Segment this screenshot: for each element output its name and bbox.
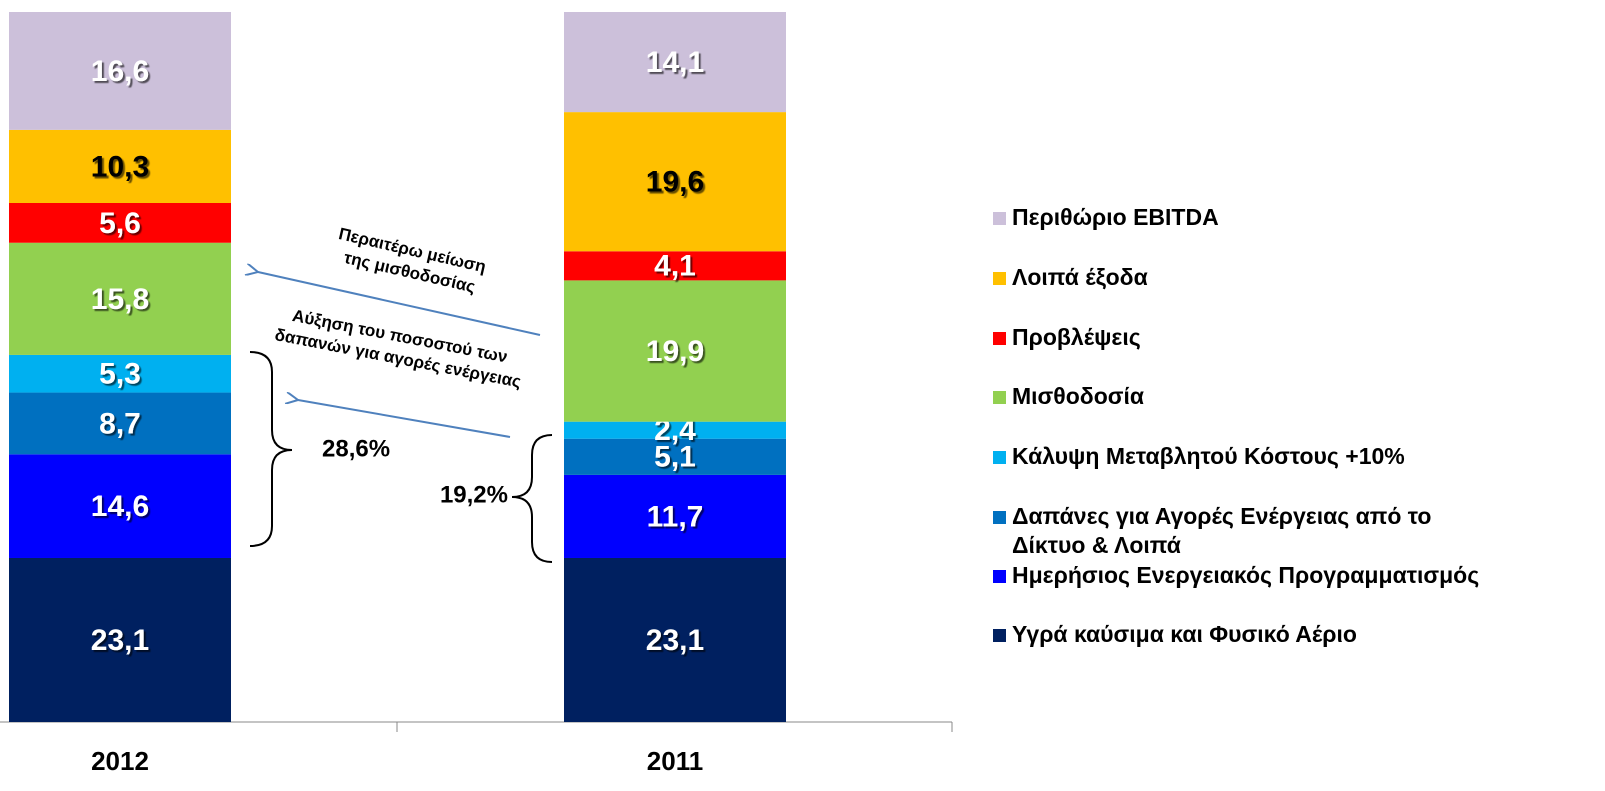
legend-label: Δαπάνες για Αγορές Ενέργειας από το Δίκτυ…	[1012, 503, 1431, 558]
bar-segment	[564, 438, 786, 475]
x-tick-label: 2012	[91, 746, 149, 776]
brace	[249, 351, 293, 547]
legend-swatch	[993, 629, 1006, 642]
x-tick-label: 2011	[647, 746, 703, 776]
legend-label: Περιθώριο EBITDA	[1012, 204, 1219, 230]
bar-segment	[9, 12, 231, 130]
legend-swatch	[993, 212, 1006, 225]
value-label: 23,1	[91, 624, 149, 657]
legend-label: Κάλυψη Μεταβλητού Κόστους +10%	[1012, 443, 1405, 469]
legend-swatch	[993, 272, 1006, 285]
value-label: 4,1	[654, 250, 696, 283]
legend-label: Μισθοδοσία	[1012, 383, 1144, 409]
value-label: 5,1	[654, 441, 696, 474]
legend-swatch	[993, 391, 1006, 404]
bar-segment	[9, 354, 231, 393]
bar-segment	[564, 12, 786, 113]
bar-segment	[564, 557, 786, 722]
bar-segment	[9, 202, 231, 243]
legend-label: Υγρά καύσιμα και Φυσικό Αέριο	[1012, 621, 1357, 647]
bar-segment	[564, 280, 786, 422]
annotation: Αύξηση του ποσοστού των δαπανών για αγορ…	[273, 304, 527, 392]
value-label: 16,6	[91, 55, 149, 88]
bar-segment	[564, 251, 786, 281]
bar-segment	[564, 421, 786, 439]
legend-swatch	[993, 451, 1006, 464]
legend-swatch	[993, 511, 1006, 524]
bar-segment	[9, 242, 231, 355]
bar-segment	[564, 474, 786, 558]
legend-swatch	[993, 570, 1006, 583]
value-label: 10,3	[91, 150, 149, 183]
annotation: 28,6%	[322, 435, 390, 462]
legend-label: Ημερήσιος Ενεργειακός Προγραμματισμός	[1012, 562, 1479, 588]
legend-swatch	[993, 332, 1006, 345]
value-label: 5,3	[99, 358, 141, 391]
legend-label: Λοιπά έξοδα	[1012, 264, 1148, 290]
value-label: 23,1	[646, 624, 704, 657]
legend-label-line: Δαπάνες για Αγορές Ενέργειας από το	[1012, 503, 1431, 529]
value-label: 15,8	[91, 283, 149, 316]
value-label: 19,6	[646, 166, 704, 199]
value-label: 19,9	[646, 335, 704, 368]
value-label: 14,6	[91, 490, 149, 523]
annotation: Περαιτέρω μείωση της μισθοδοσίας	[332, 225, 492, 300]
value-label: 14,1	[646, 46, 704, 79]
legend-label-line: Δίκτυο & Λοιπά	[1012, 532, 1181, 558]
bar-segment	[9, 129, 231, 203]
bar-segment	[9, 557, 231, 722]
bar-segment	[9, 392, 231, 455]
legend-label: Προβλέψεις	[1012, 324, 1141, 350]
bar-segment	[9, 454, 231, 558]
value-label: 5,6	[99, 207, 141, 240]
value-label: 11,7	[647, 500, 704, 533]
bar-segment	[564, 112, 786, 252]
arrow	[298, 400, 511, 438]
brace	[511, 434, 553, 563]
annotation: 19,2%	[440, 481, 508, 508]
value-label: 8,7	[99, 407, 141, 440]
arrow	[258, 272, 541, 336]
